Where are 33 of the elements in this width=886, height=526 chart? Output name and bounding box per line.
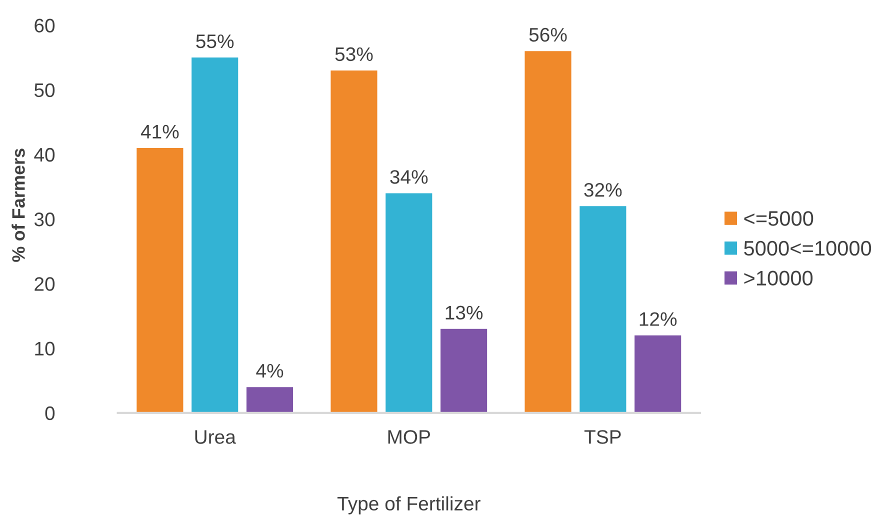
- y-tick-label: 10: [35, 342, 55, 356]
- y-tick-label: 30: [34, 212, 55, 226]
- data-label: 56%: [529, 28, 567, 42]
- legend-label: >10000: [744, 270, 813, 286]
- y-tick-label: 0: [45, 406, 55, 420]
- legend-label: 5000<=10000: [744, 240, 872, 256]
- data-label: 34%: [390, 170, 428, 184]
- bar: [386, 193, 432, 413]
- bar: [634, 335, 682, 413]
- y-tick-label: 20: [34, 277, 55, 291]
- y-tick-label: 60: [34, 18, 55, 32]
- data-label: 55%: [196, 34, 234, 48]
- data-label: 12%: [640, 312, 677, 326]
- bar: [192, 58, 238, 413]
- bar: [136, 148, 184, 413]
- legend-label: <=5000: [744, 211, 814, 226]
- y-axis-title: % of Farmers: [12, 148, 25, 262]
- y-tick-label: 50: [34, 83, 55, 98]
- data-label: 53%: [335, 47, 373, 62]
- bar: [330, 70, 378, 413]
- data-label: 41%: [140, 124, 179, 139]
- x-tick-label: MOP: [388, 430, 430, 444]
- y-tick-label: 40: [34, 148, 55, 162]
- bar: [524, 51, 572, 413]
- x-tick-label: TSP: [584, 430, 621, 444]
- bar: [440, 328, 488, 413]
- x-tick-label: Urea: [195, 430, 236, 444]
- data-label: 32%: [584, 182, 622, 197]
- bar: [580, 206, 626, 413]
- data-label: 4%: [256, 364, 284, 378]
- data-label: 13%: [446, 306, 483, 320]
- bar: [246, 387, 294, 413]
- x-axis-title: Type of Fertilizer: [337, 496, 480, 514]
